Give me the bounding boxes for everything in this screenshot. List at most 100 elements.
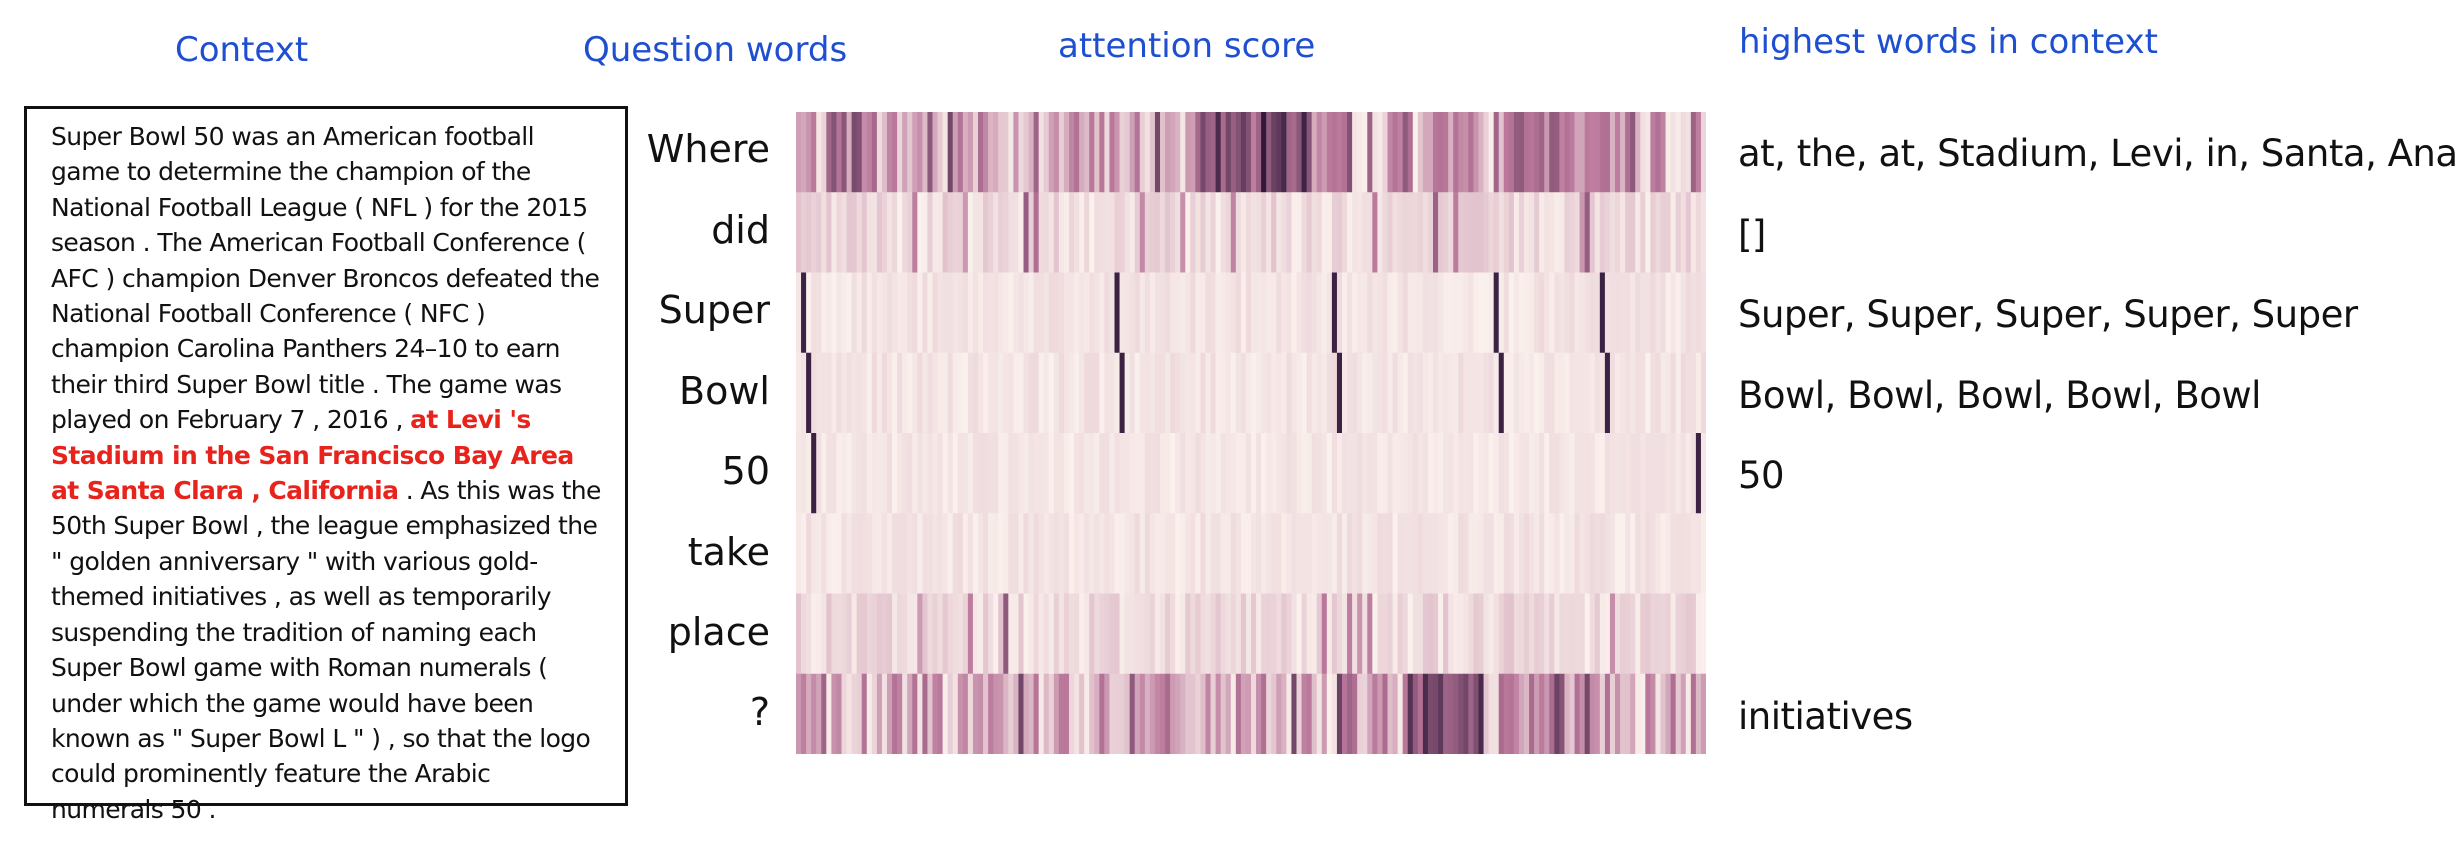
heatmap-cell xyxy=(1604,112,1611,193)
heatmap-cell xyxy=(876,673,883,754)
heatmap-cell xyxy=(1003,673,1009,754)
heatmap-cell xyxy=(1488,352,1495,434)
heatmap-cell xyxy=(1518,112,1525,193)
heatmap-cell xyxy=(1412,112,1419,193)
heatmap-cell xyxy=(1180,593,1186,675)
heatmap-cell xyxy=(1680,593,1687,675)
heatmap-cell xyxy=(876,272,883,354)
heatmap-cell xyxy=(1589,513,1596,594)
heatmap-cell xyxy=(1670,673,1677,754)
heatmap-cell xyxy=(1453,433,1459,514)
heatmap-cell xyxy=(1079,112,1085,193)
heatmap-cell xyxy=(1149,272,1156,354)
heatmap-cell xyxy=(1316,112,1323,193)
heatmap-cell xyxy=(1331,192,1338,273)
heatmap-cell xyxy=(1367,513,1373,594)
heatmap-cell xyxy=(826,593,832,675)
heatmap-cell xyxy=(821,112,827,193)
heatmap-cell xyxy=(1256,513,1262,594)
heatmap-cell xyxy=(1286,593,1292,675)
heatmap-cell xyxy=(1448,192,1454,273)
heatmap-cell xyxy=(892,272,898,354)
heatmap-cell xyxy=(1018,352,1024,434)
heatmap-cell xyxy=(1114,192,1120,273)
heatmap-cell xyxy=(1321,352,1328,434)
heatmap-cell xyxy=(1296,192,1302,273)
heatmap-cell xyxy=(1695,673,1702,754)
heatmap-cell xyxy=(1215,192,1222,273)
heatmap-cell xyxy=(1306,513,1313,594)
heatmap-cell xyxy=(1033,112,1040,193)
heatmap-cell xyxy=(1625,513,1631,594)
heatmap-cell xyxy=(1276,112,1282,193)
heatmap-cell xyxy=(1508,272,1515,354)
heatmap-cell xyxy=(1321,593,1328,675)
heatmap-cell xyxy=(1286,272,1292,354)
heatmap-cell xyxy=(1518,593,1525,675)
heatmap-cell xyxy=(1468,673,1474,754)
heatmap-cell xyxy=(998,673,1004,754)
heatmap-cell xyxy=(1281,192,1287,273)
heatmap-cell xyxy=(1382,272,1388,354)
heatmap-cell xyxy=(1063,593,1070,675)
heatmap-cell xyxy=(1422,192,1429,273)
heatmap-cell xyxy=(831,192,837,273)
heatmap-cell xyxy=(1392,433,1399,514)
heatmap-cell xyxy=(1407,513,1414,594)
heatmap-cell xyxy=(1508,673,1515,754)
heatmap-cell xyxy=(1033,513,1040,594)
heatmap-cell xyxy=(912,272,918,354)
heatmap-cell xyxy=(937,433,944,514)
heatmap-cell xyxy=(1453,272,1459,354)
heatmap-cell xyxy=(851,272,858,354)
heatmap-cell xyxy=(1665,352,1672,434)
question-word: Where xyxy=(646,127,770,171)
heatmap-cell xyxy=(1089,673,1095,754)
heatmap-cell xyxy=(1296,352,1302,434)
heatmap-cell xyxy=(1599,272,1606,354)
heatmap-cell xyxy=(1412,513,1419,594)
heatmap-cell xyxy=(1695,433,1702,514)
heatmap-cell xyxy=(1513,112,1520,193)
heatmap-cell xyxy=(1645,272,1651,354)
heatmap-cell xyxy=(1023,112,1029,193)
heatmap-cell xyxy=(1574,192,1581,273)
heatmap-cell xyxy=(897,352,903,434)
heatmap-cell xyxy=(1200,112,1206,193)
heatmap-cell xyxy=(1210,673,1217,754)
heatmap-cell xyxy=(1261,192,1267,273)
heatmap-cell xyxy=(1069,673,1075,754)
heatmap-cell xyxy=(1443,593,1449,675)
heatmap-cell xyxy=(1215,272,1222,354)
heatmap-cell xyxy=(907,433,913,514)
heatmap-cell xyxy=(846,673,853,754)
heatmap-cell xyxy=(801,272,807,354)
heatmap-cell xyxy=(1518,433,1525,514)
heatmap-cell xyxy=(1048,112,1055,193)
heatmap-cell xyxy=(1352,272,1358,354)
heatmap-cell xyxy=(1422,673,1429,754)
heatmap-cell xyxy=(1331,352,1338,434)
heatmap-cell xyxy=(851,593,858,675)
heatmap-cell xyxy=(1503,593,1510,675)
heatmap-cell xyxy=(1352,593,1358,675)
heatmap-cell xyxy=(1023,192,1029,273)
heatmap-cell xyxy=(1534,192,1540,273)
heatmap-cell xyxy=(1670,352,1677,434)
heatmap-cell xyxy=(1256,192,1262,273)
heatmap-cell xyxy=(1392,513,1399,594)
heatmap-cell xyxy=(1058,192,1065,273)
heatmap-cell xyxy=(1301,433,1308,514)
heatmap-cell xyxy=(1089,272,1095,354)
highest-words-entry: at, the, at, Stadium, Levi, in, Santa, A… xyxy=(1738,132,2458,175)
heatmap-cell xyxy=(1443,673,1449,754)
heatmap-cell xyxy=(983,513,989,594)
heatmap-cell xyxy=(1023,352,1029,434)
heatmap-cell xyxy=(841,112,847,193)
heatmap-cell xyxy=(1321,192,1328,273)
heatmap-cell xyxy=(1139,112,1146,193)
heatmap-cell xyxy=(1412,352,1419,434)
heatmap-cell xyxy=(1417,112,1424,193)
heatmap-cell xyxy=(1488,272,1495,354)
heatmap-cell xyxy=(1160,352,1166,434)
